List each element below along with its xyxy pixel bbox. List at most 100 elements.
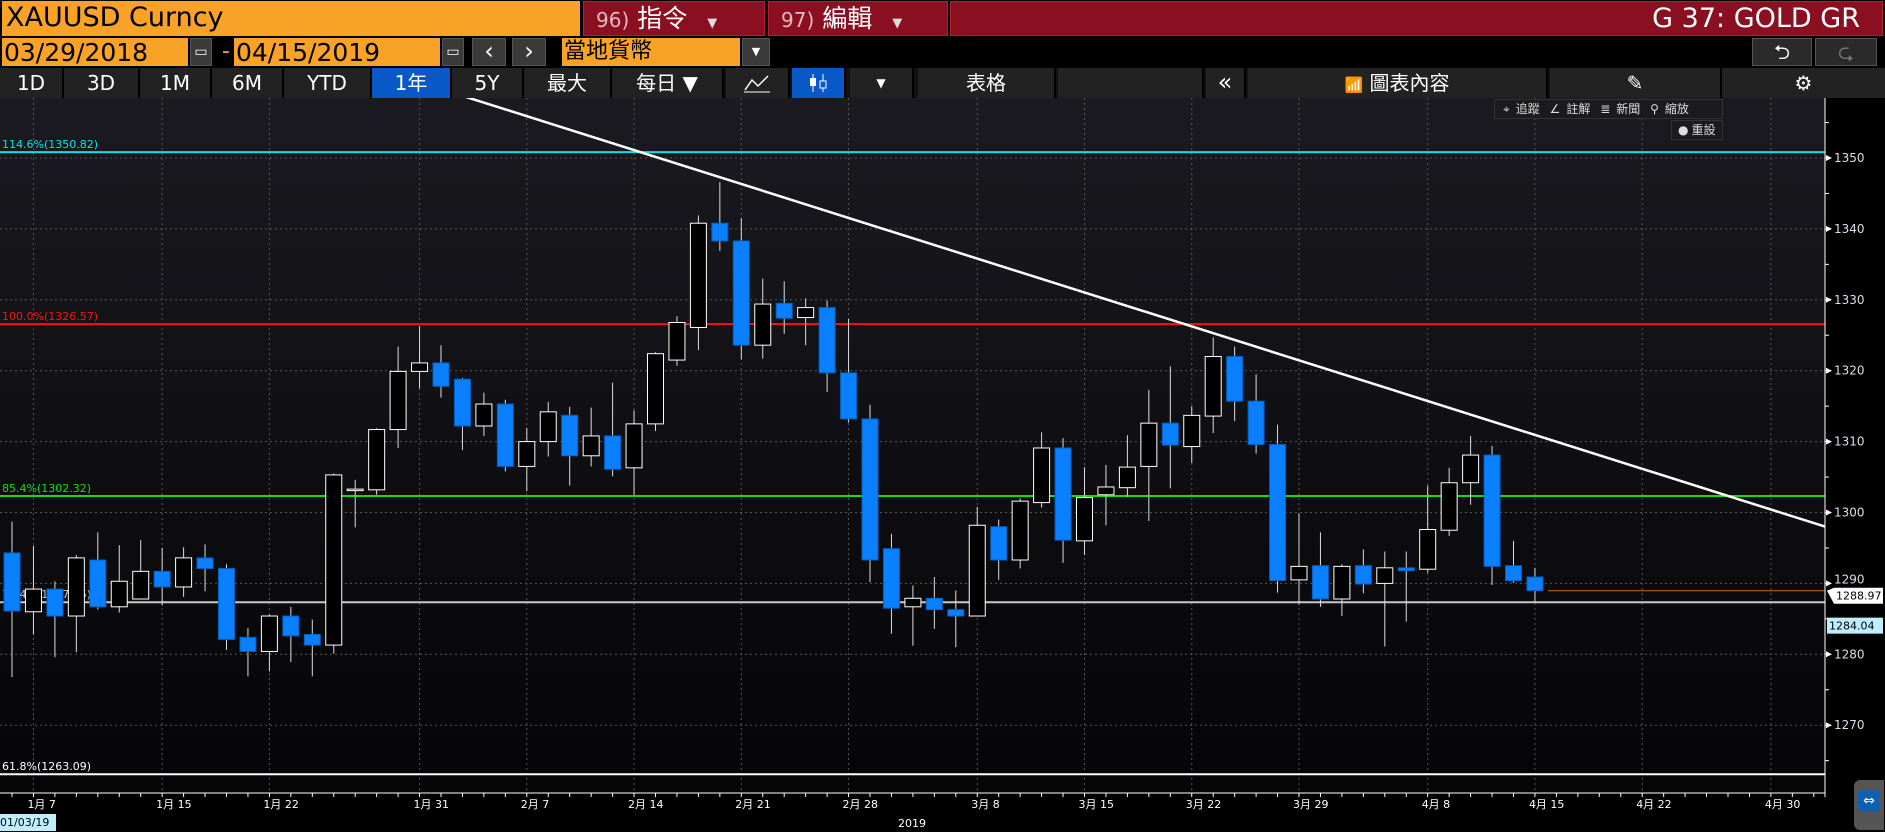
currency-dropdown-icon[interactable]: ▼ bbox=[742, 38, 770, 66]
edit-chart-button[interactable]: ✎ bbox=[1550, 68, 1722, 98]
candle-body bbox=[775, 302, 793, 319]
frequency-select[interactable]: 每日 ▼ bbox=[612, 68, 724, 98]
candle-up bbox=[1419, 485, 1437, 573]
trendline bbox=[440, 87, 1826, 528]
tool-annotate[interactable]: 註解 bbox=[1566, 102, 1591, 116]
candle-body bbox=[925, 597, 943, 611]
command-menu[interactable]: 96) 指令 ▼ bbox=[583, 1, 765, 36]
candle-up bbox=[1204, 337, 1222, 434]
start-date-input[interactable]: 03/29/2018 bbox=[2, 38, 188, 67]
news-icon: ≣ bbox=[1600, 102, 1611, 116]
x-tick-label: 3月 8 bbox=[971, 798, 1000, 811]
candle-body bbox=[1311, 565, 1329, 600]
period-1m[interactable]: 1M bbox=[140, 68, 212, 98]
candle-body bbox=[260, 615, 278, 652]
redo-button[interactable]: ⮎ bbox=[1815, 38, 1877, 66]
candle-body bbox=[1505, 565, 1522, 582]
candle-body bbox=[24, 588, 42, 613]
axis-year-label: 2019 bbox=[898, 817, 926, 830]
candle-body bbox=[1076, 497, 1093, 542]
candle-body bbox=[797, 307, 815, 319]
candle-body bbox=[3, 552, 21, 612]
candle-down bbox=[882, 533, 900, 634]
table-button[interactable]: 表格 bbox=[918, 68, 1056, 98]
period-1y[interactable]: 1年 bbox=[372, 68, 452, 98]
candle-body bbox=[539, 411, 557, 443]
y-tick-arrow bbox=[1826, 722, 1832, 729]
reset-button[interactable]: ● 重設 bbox=[1671, 120, 1723, 140]
prev-period-button[interactable]: ‹ bbox=[472, 38, 506, 66]
candle-up bbox=[1462, 435, 1480, 505]
candle-up bbox=[1376, 551, 1394, 647]
reset-label: 重設 bbox=[1691, 123, 1716, 137]
candle-up bbox=[325, 473, 343, 654]
currency-select[interactable]: 當地貨幣 bbox=[562, 38, 740, 66]
y-tick-label: 1320 bbox=[1834, 364, 1865, 378]
candle-body bbox=[1397, 567, 1415, 572]
candle-down bbox=[1397, 551, 1415, 622]
candle-body bbox=[968, 524, 986, 617]
calendar-icon[interactable]: ▭ bbox=[190, 38, 212, 66]
date-separator: - bbox=[222, 39, 230, 64]
candle-body bbox=[1054, 447, 1072, 541]
x-tick-label: 1月 15 bbox=[156, 798, 192, 811]
candle-down bbox=[1226, 346, 1244, 422]
settings-button[interactable]: ⚙ bbox=[1722, 68, 1885, 98]
candle-body bbox=[282, 615, 300, 637]
undo-icon: ⮌ bbox=[1773, 40, 1791, 64]
candle-down bbox=[947, 590, 965, 648]
candle-body bbox=[990, 526, 1008, 561]
y-tick-label: 1300 bbox=[1834, 506, 1865, 520]
chart-content-button[interactable]: 📶 圖表內容 bbox=[1248, 68, 1548, 98]
candle-body bbox=[754, 303, 772, 346]
candle-body bbox=[153, 570, 171, 588]
candle-body bbox=[1333, 565, 1351, 600]
candle-body bbox=[1419, 529, 1437, 570]
x-tick-label: 2月 28 bbox=[843, 798, 879, 811]
period-ytd[interactable]: YTD bbox=[284, 68, 372, 98]
edit-label: 編輯 bbox=[822, 4, 873, 33]
calendar-icon[interactable]: ▭ bbox=[442, 38, 464, 66]
period-1d[interactable]: 1D bbox=[0, 68, 64, 98]
y-tick-label: 1280 bbox=[1834, 647, 1865, 661]
next-period-button[interactable]: › bbox=[512, 38, 546, 66]
tool-zoom[interactable]: 縮放 bbox=[1664, 102, 1689, 116]
y-tick-label: 1290 bbox=[1834, 572, 1865, 586]
candle-down bbox=[3, 521, 21, 677]
collapse-button[interactable]: « bbox=[1206, 68, 1246, 98]
candle-down bbox=[1311, 532, 1329, 607]
crosshair-icon: ⌖ bbox=[1503, 102, 1510, 116]
ticker-field[interactable]: XAUUSD Curncy bbox=[2, 1, 580, 36]
edit-menu[interactable]: 97) 編輯 ▼ bbox=[768, 1, 948, 36]
fib-level-label: 85.4%(1302.32) bbox=[2, 482, 91, 495]
period-5y[interactable]: 5Y bbox=[452, 68, 524, 98]
period-3d[interactable]: 3D bbox=[64, 68, 140, 98]
candle-up bbox=[518, 428, 536, 492]
edit-icon: ✎ bbox=[1626, 71, 1644, 95]
candle-up bbox=[1097, 464, 1115, 526]
candle-body bbox=[647, 353, 664, 425]
period-max[interactable]: 最大 bbox=[524, 68, 612, 98]
redo-icon: ⮎ bbox=[1837, 40, 1855, 64]
candlestick-chart-button[interactable] bbox=[792, 68, 846, 98]
more-dropdown[interactable]: ▼ bbox=[850, 68, 914, 98]
candle-down bbox=[453, 377, 471, 451]
candle-up bbox=[1183, 406, 1201, 463]
candle-up bbox=[647, 352, 664, 431]
scroll-handle[interactable]: ⇔ bbox=[1854, 780, 1884, 830]
x-tick-label: 4月 30 bbox=[1765, 798, 1801, 811]
line-chart-button[interactable] bbox=[726, 68, 790, 98]
period-6m[interactable]: 6M bbox=[212, 68, 284, 98]
candle-body bbox=[1247, 400, 1265, 445]
tool-track[interactable]: 追蹤 bbox=[1515, 102, 1540, 116]
candle-down bbox=[1054, 438, 1072, 563]
candle-down bbox=[89, 532, 107, 610]
candle-up bbox=[110, 545, 128, 613]
command-number: 96) bbox=[596, 8, 630, 32]
tool-news[interactable]: 新聞 bbox=[1616, 102, 1641, 116]
y-tick-arrow bbox=[1826, 225, 1832, 232]
undo-button[interactable]: ⮌ bbox=[1752, 38, 1812, 66]
end-date-input[interactable]: 04/15/2019 bbox=[234, 38, 440, 67]
candle-down bbox=[153, 547, 171, 606]
